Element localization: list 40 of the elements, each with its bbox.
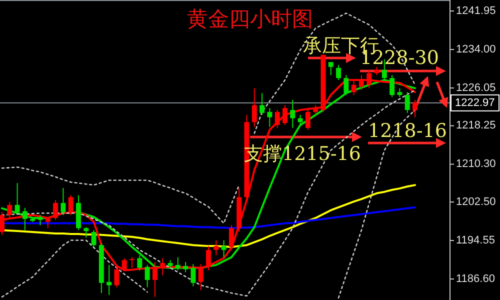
candlestick [412, 99, 418, 118]
candlestick [260, 92, 265, 116]
y-tick-label: 1234.00 [456, 43, 496, 56]
ref-line-label: 1222.97 [455, 96, 495, 109]
y-tick-label: 1226.05 [456, 82, 496, 94]
candlestick [305, 108, 310, 130]
candlestick [274, 110, 280, 128]
y-tick-label: 1186.60 [456, 272, 495, 285]
candlestick [298, 114, 303, 126]
candlestick [68, 194, 74, 216]
candlestick [282, 104, 288, 126]
candlestick [267, 108, 272, 128]
candlestick [84, 226, 89, 238]
candlestick [252, 88, 257, 128]
candlestick [45, 216, 50, 229]
candlestick [336, 64, 342, 80]
candlestick [106, 264, 112, 296]
y-tick-label: 1194.55 [456, 234, 495, 246]
candlestick [404, 92, 410, 114]
y-tick-label: 1218.25 [456, 120, 496, 132]
candlestick [228, 224, 234, 250]
candlestick [221, 240, 226, 258]
candlestick [130, 256, 135, 268]
candlestick [60, 187, 66, 216]
y-tick-label: 1210.30 [456, 158, 496, 170]
candlestick [313, 104, 318, 116]
annotation: 1218-16 [368, 120, 447, 142]
candlestick [91, 230, 96, 248]
chart-title: 黄金四小时图 [187, 7, 313, 31]
candlestick [214, 240, 219, 256]
candlestick [7, 202, 12, 218]
candlestick [328, 62, 334, 76]
candlestick [22, 207, 28, 231]
candlestick [290, 99, 296, 128]
candlestick [38, 214, 43, 226]
candlestick [144, 264, 150, 288]
candlestick [14, 182, 20, 214]
candlestick [53, 200, 58, 220]
y-tick-label: 1241.95 [456, 4, 496, 17]
y-tick-label: 1202.50 [456, 196, 496, 208]
